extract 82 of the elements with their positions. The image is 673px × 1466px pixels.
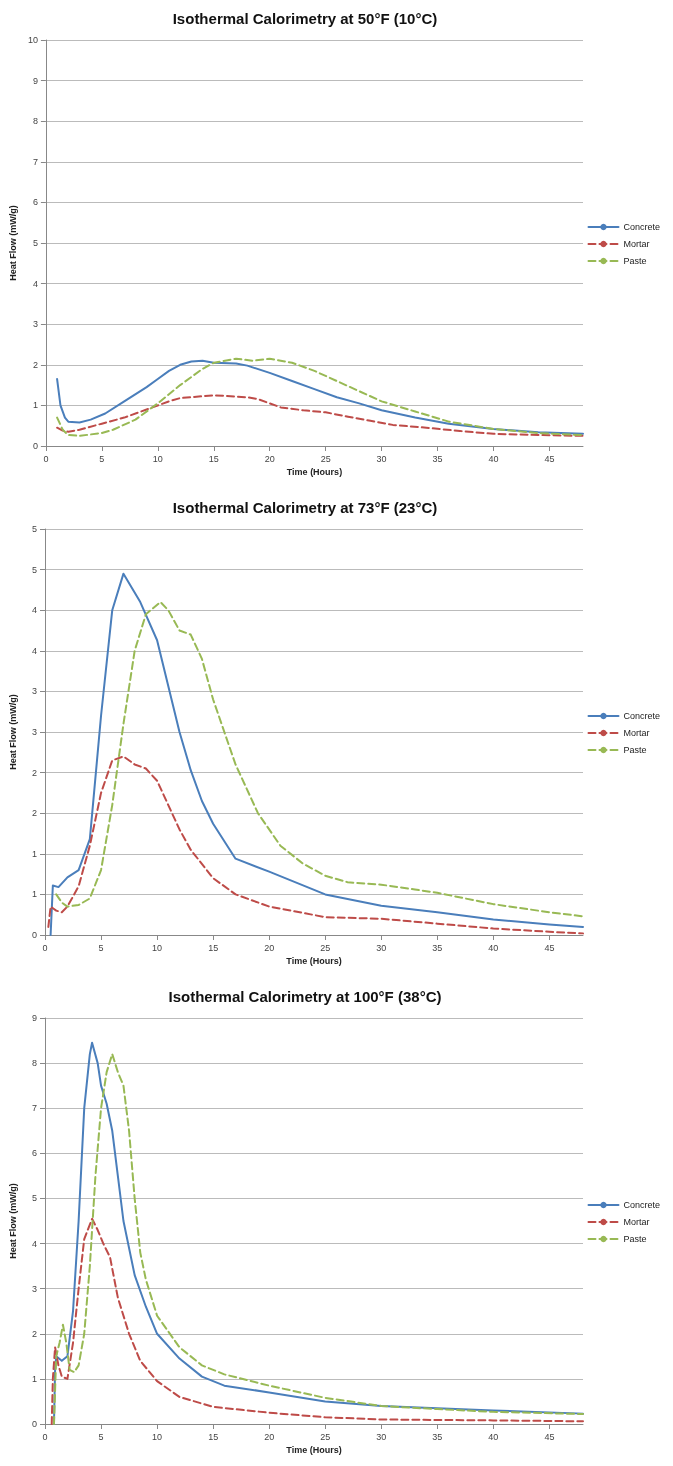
y-axis-title: Heat Flow (mW/g) <box>7 1183 18 1259</box>
legend-label: Mortar <box>623 239 650 249</box>
y-tick-label: 4 <box>31 645 37 656</box>
y-tick-label: 3 <box>32 319 38 330</box>
y-tick-label: 1 <box>31 1373 37 1384</box>
x-tick-label: 10 <box>152 942 163 953</box>
x-tick-label: 15 <box>208 453 219 464</box>
x-tick-label: 10 <box>152 1431 163 1442</box>
x-tick-label: 35 <box>432 942 443 953</box>
y-tick-label: 6 <box>31 1148 37 1159</box>
y-tick-label: 1 <box>31 848 37 859</box>
x-tick-label: 0 <box>43 453 49 464</box>
y-tick-label: 0 <box>31 1419 37 1429</box>
legend-label: Concrete <box>623 711 661 721</box>
x-tick-label: 0 <box>42 942 48 953</box>
line-series <box>50 1217 584 1425</box>
y-tick-label: 4 <box>31 605 37 616</box>
x-tick-label: 25 <box>320 1431 331 1442</box>
x-tick-label: 40 <box>488 1431 499 1442</box>
legend-label: Concrete <box>623 222 661 232</box>
y-tick-label: 0 <box>31 930 37 940</box>
y-tick-label: 9 <box>32 75 38 86</box>
x-tick-label: 20 <box>264 1431 275 1442</box>
y-tick-label: 7 <box>32 156 38 167</box>
y-tick-label: 6 <box>32 197 38 208</box>
y-tick-label: 2 <box>31 808 37 819</box>
y-tick-label: 2 <box>32 359 38 370</box>
x-tick-label: 35 <box>432 1431 443 1442</box>
x-tick-label: 5 <box>99 453 105 464</box>
legend-label: Mortar <box>623 1217 650 1227</box>
x-tick-label: 5 <box>98 942 104 953</box>
y-tick-label: 10 <box>27 35 38 45</box>
y-tick-label: 7 <box>31 1103 37 1114</box>
x-tick-label: 45 <box>544 453 555 464</box>
x-tick-label: 20 <box>264 453 275 464</box>
y-tick-label: 5 <box>31 1193 37 1204</box>
chart-title: Isothermal Calorimetry at 50°F (10°C) <box>172 10 438 27</box>
x-axis-title: Time (Hours) <box>286 956 342 967</box>
x-tick-label: 35 <box>432 453 443 464</box>
y-tick-label: 8 <box>31 1058 37 1069</box>
x-tick-label: 45 <box>544 1431 555 1442</box>
x-tick-label: 25 <box>320 453 331 464</box>
x-tick-label: 15 <box>208 942 219 953</box>
y-tick-label: 3 <box>31 1283 37 1294</box>
line-series <box>56 394 584 437</box>
x-tick-label: 10 <box>152 453 163 464</box>
x-tick-label: 0 <box>42 1431 48 1442</box>
x-tick-label: 20 <box>264 942 275 953</box>
x-tick-label: 30 <box>376 453 387 464</box>
y-axis-title: Heat Flow (mW/g) <box>7 205 18 281</box>
legend-label: Mortar <box>623 728 650 738</box>
y-tick-label: 3 <box>31 727 37 737</box>
x-tick-label: 30 <box>376 942 387 953</box>
x-tick-label: 30 <box>376 1431 387 1442</box>
y-tick-label: 2 <box>31 1328 37 1339</box>
legend-label: Paste <box>623 745 647 755</box>
legend-label: Concrete <box>623 1200 661 1210</box>
x-axis-title: Time (Hours) <box>286 467 343 478</box>
y-tick-label: 8 <box>32 116 38 127</box>
legend-label: Paste <box>623 256 647 266</box>
chart-title: Isothermal Calorimetry at 100°F (38°C) <box>168 988 442 1005</box>
y-tick-label: 5 <box>31 524 37 534</box>
y-tick-label: 2 <box>31 767 37 778</box>
y-tick-label: 5 <box>31 564 37 575</box>
x-tick-label: 5 <box>98 1431 104 1442</box>
x-axis-title: Time (Hours) <box>286 1445 342 1456</box>
x-tick-label: 40 <box>488 453 499 464</box>
y-tick-label: 5 <box>32 238 38 248</box>
y-tick-label: 4 <box>32 278 38 289</box>
x-tick-label: 45 <box>544 942 555 953</box>
x-tick-label: 15 <box>208 1431 219 1442</box>
x-tick-label: 40 <box>488 942 499 953</box>
y-tick-label: 0 <box>32 441 38 451</box>
y-tick-label: 3 <box>31 686 37 697</box>
y-tick-label: 4 <box>31 1238 37 1249</box>
legend-label: Paste <box>623 1234 647 1244</box>
y-tick-label: 1 <box>32 400 38 411</box>
x-tick-label: 25 <box>320 942 331 953</box>
y-tick-label: 9 <box>31 1013 37 1023</box>
y-tick-label: 1 <box>31 889 37 900</box>
chart-title: Isothermal Calorimetry at 73°F (23°C) <box>172 499 438 516</box>
y-axis-title: Heat Flow (mW/g) <box>7 694 18 770</box>
